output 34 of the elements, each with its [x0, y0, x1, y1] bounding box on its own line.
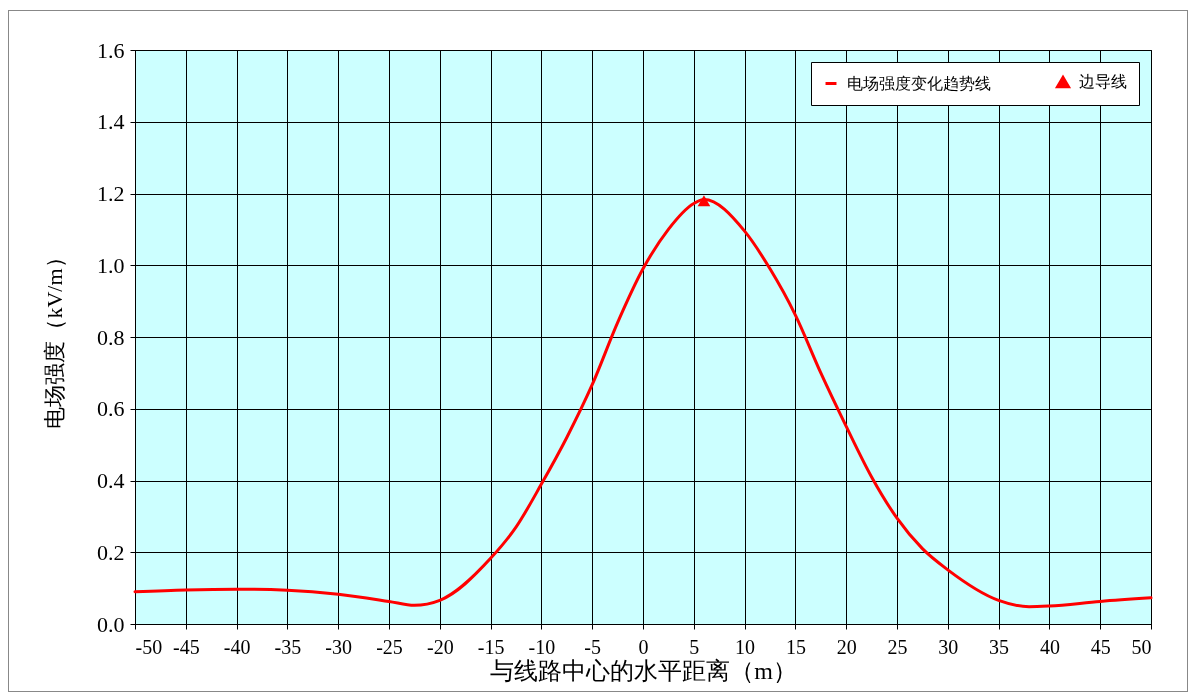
legend-label: 电场强度变化趋势线	[847, 73, 991, 93]
y-tick-label: 1.2	[97, 181, 125, 206]
x-tick-label: -15	[477, 635, 505, 658]
y-tick-label: 1.0	[97, 252, 125, 278]
x-tick-label: 30	[938, 635, 959, 658]
x-axis-title: 与线路中心的水平距离（m）	[490, 657, 797, 684]
x-tick-label: 10	[735, 635, 756, 658]
x-tick-label: 15	[785, 635, 806, 658]
x-tick-label: 35	[989, 635, 1010, 658]
x-tick-label: -45	[172, 635, 200, 658]
x-tick-label: 45	[1090, 635, 1111, 658]
x-tick-label: -35	[274, 635, 302, 658]
x-tick-label: 0	[638, 635, 649, 658]
x-tick-label: 40	[1039, 635, 1060, 658]
x-tick-label: -50	[135, 635, 163, 658]
y-tick-label: 1.6	[97, 37, 125, 63]
y-tick-label: 0.0	[97, 611, 125, 637]
y-tick-label: 0.8	[97, 324, 125, 350]
x-tick-label: -25	[376, 635, 403, 658]
legend-label: 边导线	[1079, 72, 1127, 92]
x-tick-label: -20	[426, 635, 454, 658]
y-axis-title: 电场强度（kV/m）	[42, 246, 67, 429]
x-tick-label: 5	[689, 635, 700, 658]
x-tick-label: 20	[836, 635, 857, 658]
y-tick-label: 0.6	[97, 396, 125, 422]
x-tick-label: -5	[584, 635, 602, 658]
x-tick-label: -30	[325, 635, 353, 658]
x-tick-label: 25	[887, 635, 908, 658]
x-tick-label: 50	[1131, 635, 1152, 658]
y-tick-label: 0.4	[97, 468, 125, 493]
x-tick-label: -10	[528, 635, 556, 658]
x-tick-label: -40	[223, 635, 251, 658]
y-tick-label: 1.4	[97, 109, 125, 135]
y-tick-label: 0.2	[97, 539, 125, 565]
